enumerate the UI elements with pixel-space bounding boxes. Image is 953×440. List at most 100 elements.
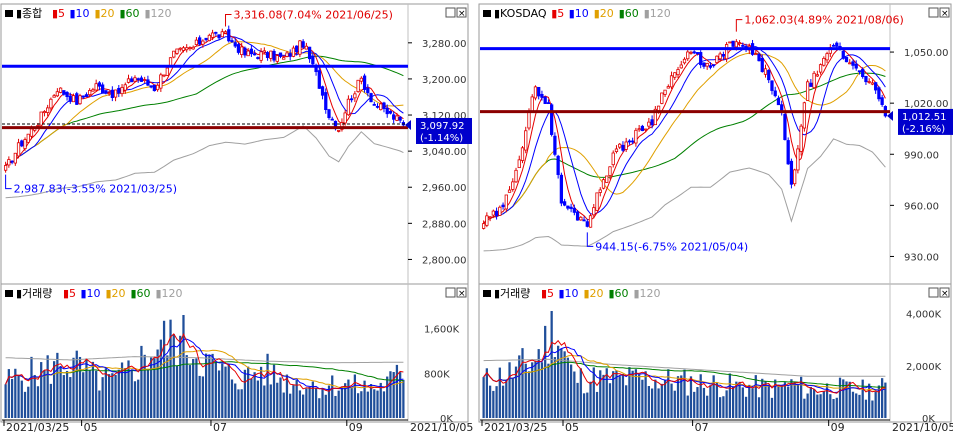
volume-bar	[566, 357, 569, 418]
candle-body	[488, 216, 492, 219]
volume-bar	[195, 358, 198, 418]
candle-body	[395, 115, 399, 121]
candle-body	[49, 98, 53, 109]
volume-bar	[14, 368, 17, 418]
candle-body	[353, 93, 357, 99]
candle-body	[243, 47, 247, 56]
volume-bar	[308, 386, 311, 418]
volume-bar	[618, 376, 621, 418]
close-button[interactable]	[456, 7, 467, 18]
close-button[interactable]	[939, 287, 950, 298]
volume-bar	[285, 374, 289, 418]
volume-bar	[855, 393, 858, 418]
volume-bar	[764, 381, 767, 418]
close-button[interactable]	[939, 7, 950, 18]
restore-button[interactable]	[928, 287, 939, 298]
volume-bar	[557, 345, 560, 418]
candle-body	[702, 62, 706, 67]
candle-body	[770, 80, 774, 91]
candle-body	[288, 53, 292, 57]
volume-bar	[783, 382, 787, 418]
candle-body	[618, 143, 622, 148]
volume-bar	[43, 370, 46, 418]
candle-body	[165, 67, 169, 76]
candle-body	[627, 140, 632, 143]
volume-ma60-line	[483, 361, 886, 388]
candle-body	[857, 70, 862, 73]
candle-body	[139, 77, 144, 82]
restore-button[interactable]	[445, 7, 456, 18]
candle-body	[592, 207, 596, 216]
volume-bar	[608, 383, 612, 418]
candle-body	[162, 74, 166, 77]
candle-body	[585, 221, 589, 227]
ma-legend-120: ▮120	[644, 7, 671, 20]
close-icon: ×	[458, 289, 466, 299]
volume-bar	[725, 390, 728, 418]
candle-body	[120, 87, 124, 95]
volume-bar	[881, 378, 884, 418]
date-label: 09	[831, 421, 845, 434]
volume-bar	[250, 378, 253, 418]
volume-bar	[641, 379, 644, 418]
candle-body	[818, 64, 823, 73]
candle-body	[734, 41, 738, 48]
volume-bar	[560, 348, 563, 418]
candle-body	[343, 112, 347, 124]
ma-legend-20: ▮20	[95, 7, 115, 20]
volume-bar	[657, 388, 660, 418]
candle-body	[220, 31, 224, 38]
ma120-line	[5, 125, 404, 199]
candle-body	[776, 97, 781, 106]
candle-body	[350, 98, 354, 101]
volume-ma5-line	[483, 339, 886, 394]
candle-body	[721, 53, 726, 57]
candle-body	[194, 39, 199, 46]
candle-body	[123, 84, 127, 91]
candle-body	[265, 52, 270, 58]
price-tick-label: 2,800.00	[422, 255, 467, 266]
candle-body	[369, 93, 373, 103]
volume-bar	[602, 374, 605, 418]
volume-bar	[501, 385, 505, 418]
volume-bar	[52, 361, 56, 418]
volume-bar	[800, 376, 803, 418]
volume-bar	[722, 396, 725, 418]
volume-bar	[10, 378, 14, 418]
low-marker	[586, 232, 594, 247]
price-tick-label: 1,020.00	[904, 99, 949, 110]
volume-bar	[117, 369, 120, 418]
volume-bar	[166, 355, 169, 418]
volume-bar	[321, 388, 324, 418]
volume-bar	[871, 400, 874, 418]
volume-tick-label: 0K	[922, 414, 935, 425]
candle-body	[362, 75, 367, 90]
candle-body	[530, 96, 534, 112]
high-marker	[225, 14, 232, 27]
candle-body	[760, 57, 764, 72]
volume-bar	[376, 390, 379, 418]
candle-body	[676, 69, 680, 76]
candle-body	[861, 69, 865, 78]
volume-bar	[353, 374, 357, 418]
candle-body	[640, 125, 645, 132]
candle-body	[527, 111, 531, 129]
candle-body	[614, 148, 619, 152]
candle-body	[851, 61, 855, 66]
restore-button[interactable]	[928, 7, 939, 18]
volume-ma120-line	[483, 358, 886, 377]
volume-bar	[573, 371, 576, 418]
candle-body	[301, 41, 305, 48]
candle-body	[249, 48, 254, 55]
candle-body	[382, 102, 386, 109]
volume-bar	[402, 379, 405, 418]
candle-body	[101, 84, 105, 94]
volume-bar	[17, 375, 20, 418]
candle-body	[130, 78, 134, 83]
ma60-line	[5, 55, 404, 166]
restore-button[interactable]	[445, 287, 456, 298]
candle-body	[29, 128, 34, 137]
close-button[interactable]	[456, 287, 467, 298]
candle-body	[624, 141, 628, 150]
candle-body	[233, 42, 237, 47]
